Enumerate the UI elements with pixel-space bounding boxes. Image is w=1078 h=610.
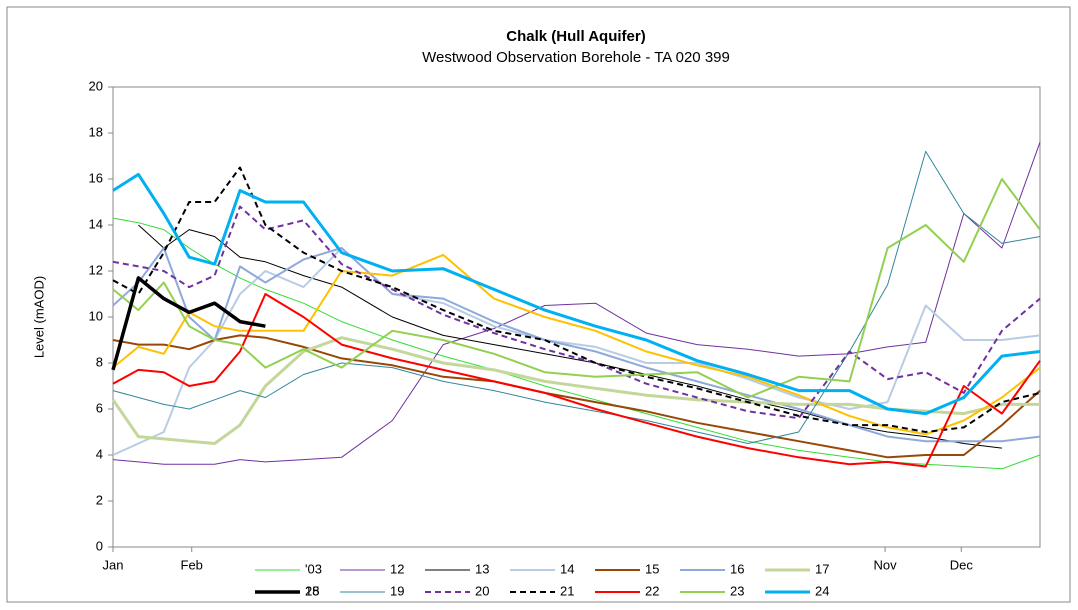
series-line (112, 253, 1041, 436)
y-tick-label: 10 (89, 308, 103, 323)
series-line (112, 142, 1041, 465)
legend-label: 20 (475, 583, 489, 598)
y-tick-label: 8 (96, 354, 103, 369)
y-tick-label: 0 (96, 538, 103, 553)
series-line (112, 293, 1041, 468)
legend-label: 12 (390, 561, 404, 576)
legend-label: 16 (730, 561, 744, 576)
chart-subtitle: Westwood Observation Borehole - TA 020 3… (422, 49, 730, 66)
series-line (111, 276, 266, 371)
legend-label: 15 (645, 561, 659, 576)
legend-label: 17 (815, 561, 829, 576)
legend-label: 24 (815, 583, 829, 598)
legend-label: 22 (645, 583, 659, 598)
legend-label: 19 (390, 583, 404, 598)
legend-label: 13 (475, 561, 489, 576)
y-tick-label: 6 (96, 400, 103, 415)
series-line (112, 150, 1041, 444)
y-tick-label: 2 (96, 492, 103, 507)
x-tick-label: Dec (950, 557, 974, 572)
series-line (138, 224, 1002, 449)
y-tick-label: 20 (89, 78, 103, 93)
y-axis-label: Level (mAOD) (31, 276, 46, 358)
series-line (112, 247, 1041, 456)
y-tick-label: 18 (89, 124, 103, 139)
y-tick-label: 12 (89, 262, 103, 277)
legend-label: 18 (305, 583, 319, 598)
legend-label: 21 (560, 583, 574, 598)
y-tick-label: 14 (89, 216, 103, 231)
legend-label: '03 (305, 561, 322, 576)
x-tick-label: Nov (874, 557, 898, 572)
series-line (112, 172, 1041, 416)
legend-label: 25 (305, 583, 319, 598)
legend-label: 14 (560, 561, 574, 576)
x-tick-label: Jan (103, 557, 124, 572)
y-tick-label: 4 (96, 446, 103, 461)
chart-title: Chalk (Hull Aquifer) (506, 28, 645, 45)
x-tick-label: Feb (181, 557, 203, 572)
series-line (112, 166, 1041, 433)
series-line (112, 247, 1041, 443)
y-tick-label: 16 (89, 170, 103, 185)
chart-border (6, 6, 1071, 603)
legend-label: 23 (730, 583, 744, 598)
series-line (112, 205, 1041, 420)
series-line (112, 178, 1041, 399)
